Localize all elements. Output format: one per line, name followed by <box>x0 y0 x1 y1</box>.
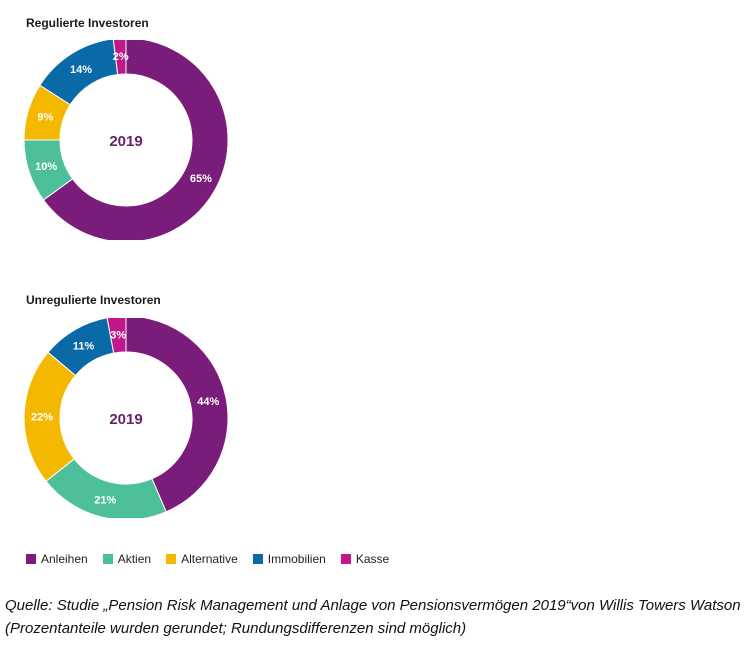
legend-swatch <box>26 554 36 564</box>
legend-item-aktien: Aktien <box>102 552 152 566</box>
slice-value-label: 22% <box>31 412 53 424</box>
legend-label: Alternative <box>181 552 238 566</box>
legend-label: Aktien <box>117 552 152 566</box>
legend-swatch <box>102 554 113 564</box>
slice-value-label: 11% <box>73 340 95 352</box>
slice-value-label: 3% <box>110 329 126 341</box>
donut-center-label: 2019 <box>109 133 142 150</box>
donut-slice-kasse <box>106 318 127 354</box>
donut-slice-aktien <box>45 458 167 518</box>
legend-label: Kasse <box>355 552 390 566</box>
slice-value-label: 9% <box>37 112 53 124</box>
legend: Anleihen Aktien Alternative Immobilien K… <box>26 552 404 566</box>
slice-value-label: 14% <box>70 64 92 76</box>
legend-swatch <box>252 554 263 564</box>
source-note: Quelle: Studie „Pension Risk Management … <box>5 597 741 637</box>
legend-label: Anleihen <box>41 552 88 566</box>
donut-slice-immobilien <box>47 318 115 377</box>
legend-item-alternative: Alternative <box>166 552 238 566</box>
legend-item-anleihen: Anleihen <box>26 552 88 566</box>
legend-item-kasse: Kasse <box>340 552 390 566</box>
donut-chart-regulated: 65% 10% 9% 14% 2% 2019 <box>23 40 229 240</box>
slice-value-label: 44% <box>197 396 219 408</box>
donut-slice-anleihen <box>125 318 229 513</box>
slice-value-label: 10% <box>35 161 57 173</box>
chart-title-unregulated: Unregulierte Investoren <box>26 293 161 307</box>
legend-label: Immobilien <box>267 552 326 566</box>
donut-slice-immobilien <box>39 40 119 106</box>
slice-value-label: 2% <box>113 51 129 63</box>
donut-slice-kasse <box>112 40 127 76</box>
donut-chart-unregulated: 44% 21% 22% 11% 3% 2019 <box>23 318 229 518</box>
slice-value-label: 21% <box>94 494 116 506</box>
donut-center-label: 2019 <box>109 411 142 428</box>
legend-item-immobilien: Immobilien <box>252 552 326 566</box>
legend-swatch <box>166 554 177 564</box>
slice-value-label: 65% <box>190 173 212 185</box>
legend-swatch <box>340 554 351 564</box>
chart-title-regulated: Regulierte Investoren <box>26 16 149 30</box>
donut-slice-anleihen <box>42 40 229 240</box>
